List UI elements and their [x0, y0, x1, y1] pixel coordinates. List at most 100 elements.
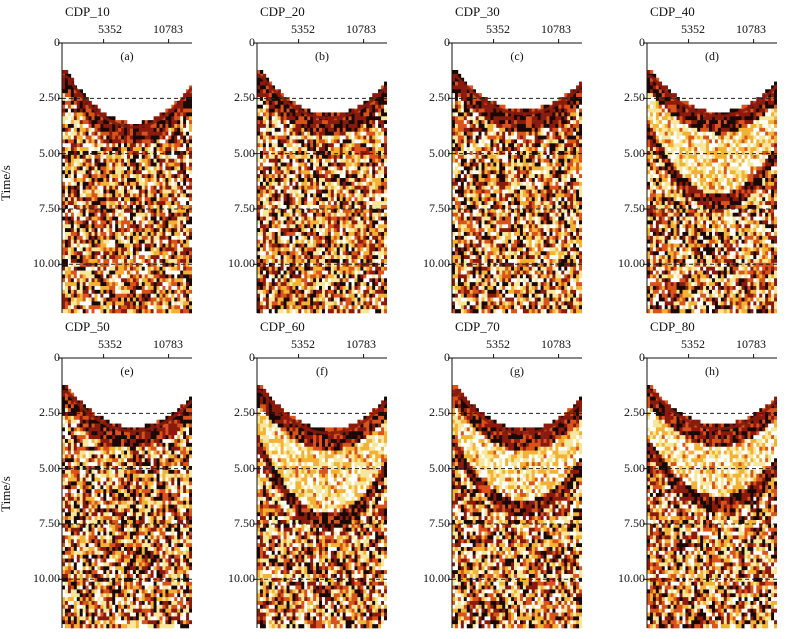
y-tick-label: 2.50 — [429, 405, 450, 420]
y-tick-label: 10.00 — [228, 571, 255, 586]
seismic-noise-layer — [62, 70, 192, 314]
panel-label: (a) — [120, 49, 133, 63]
seismic-noise-layer — [452, 385, 582, 629]
y-tick-label: 5.00 — [234, 460, 255, 475]
y-tick-label: 0 — [54, 350, 60, 364]
y-tick-label: 2.50 — [234, 405, 255, 420]
seismic-noise-layer — [647, 385, 777, 629]
x-tick-label: 5352 — [98, 22, 122, 36]
x-tick-label: 10783 — [541, 22, 571, 36]
first-arrival-event — [452, 389, 582, 435]
y-tick-label: 5.00 — [39, 460, 60, 475]
y-tick-label: 7.50 — [624, 515, 645, 530]
panel-title: CDP_80 — [650, 319, 695, 334]
x-tick-label: 5352 — [291, 337, 315, 351]
seismic-noise-layer — [257, 385, 387, 629]
seismic-gather-plot: (c) — [448, 39, 582, 314]
y-tick-label: 7.50 — [429, 200, 450, 215]
x-tick-label: 5352 — [681, 22, 705, 36]
panel-title: CDP_70 — [455, 319, 500, 334]
panel-h: (h) CDP_80 5352 10783 0 2.50 5.00 7.50 10.00 — [590, 319, 777, 629]
y-tick-label: 10.00 — [228, 256, 255, 271]
y-tick-label: 0 — [639, 350, 645, 364]
panel-c: (c) CDP_30 5352 10783 0 2.50 5.00 7.50 10.00 — [395, 4, 582, 314]
y-tick-label: 2.50 — [39, 405, 60, 420]
y-tick-label: 7.50 — [234, 515, 255, 530]
panel-label: (h) — [705, 364, 719, 378]
panel-label: (c) — [510, 49, 523, 63]
panel-label: (f) — [316, 364, 328, 378]
x-tick-label: 10783 — [346, 337, 376, 351]
seismic-noise-layer — [647, 70, 777, 314]
seismic-gather-plot: (b) — [253, 39, 387, 314]
y-tick-label: 5.00 — [39, 145, 60, 160]
y-tick-label: 2.50 — [234, 90, 255, 105]
y-tick-label: 0 — [249, 350, 255, 364]
y-tick-label: 5.00 — [624, 460, 645, 475]
first-arrival-event — [62, 389, 192, 433]
y-tick-label: 10.00 — [33, 256, 60, 271]
x-tick-label: 10783 — [153, 22, 183, 36]
panel-label: (g) — [510, 364, 524, 378]
seismic-gather-plot: (e) — [58, 354, 192, 629]
seismic-gather-plot: (h) — [643, 354, 777, 629]
y-tick-label: 5.00 — [624, 145, 645, 160]
y-tick-label: 7.50 — [39, 200, 60, 215]
panel-a: (a) CDP_10 5352 10783 0 2.50 5.00 7.50 10.00 — [5, 4, 192, 314]
y-tick-label: 10.00 — [423, 256, 450, 271]
y-tick-label: 10.00 — [33, 571, 60, 586]
seismic-gather-plot: (d) — [643, 39, 777, 314]
panel-label: (b) — [315, 49, 329, 63]
y-tick-label: 5.00 — [429, 145, 450, 160]
x-tick-label: 10783 — [153, 337, 183, 351]
y-tick-label: 2.50 — [624, 90, 645, 105]
y-tick-label: 10.00 — [618, 571, 645, 586]
seismic-gather-plot: (a) — [58, 39, 192, 314]
x-tick-label: 10783 — [346, 22, 376, 36]
y-tick-label: 5.00 — [429, 460, 450, 475]
first-arrival-event — [647, 74, 777, 118]
panel-label: (e) — [120, 364, 133, 378]
x-tick-label: 10783 — [736, 337, 766, 351]
y-tick-label: 7.50 — [429, 515, 450, 530]
first-arrival-event — [257, 74, 387, 120]
y-tick-label: 2.50 — [624, 405, 645, 420]
y-tick-label: 0 — [639, 35, 645, 49]
x-tick-label: 10783 — [736, 22, 766, 36]
y-tick-label: 0 — [444, 35, 450, 49]
x-tick-label: 5352 — [291, 22, 315, 36]
y-tick-label: 0 — [54, 35, 60, 49]
seismic-noise-layer — [257, 70, 387, 314]
y-tick-label: 2.50 — [429, 90, 450, 105]
panel-f: (f) CDP_60 5352 10783 0 2.50 5.00 7.50 10.00 — [200, 319, 387, 629]
panel-g: (g) CDP_70 5352 10783 0 2.50 5.00 7.50 10.00 — [395, 319, 582, 629]
y-tick-label: 7.50 — [624, 200, 645, 215]
panel-title: CDP_10 — [65, 4, 110, 19]
y-tick-label: 2.50 — [39, 90, 60, 105]
y-tick-label: 10.00 — [618, 256, 645, 271]
seismic-gather-plot: (g) — [448, 354, 582, 629]
panel-title: CDP_40 — [650, 4, 695, 19]
first-arrival-event — [647, 389, 777, 431]
panel-title: CDP_50 — [65, 319, 110, 334]
x-tick-label: 5352 — [98, 337, 122, 351]
first-arrival-event — [257, 389, 387, 435]
seismic-noise-layer — [62, 385, 192, 629]
x-tick-label: 5352 — [681, 337, 705, 351]
panel-b: (b) CDP_20 5352 10783 0 2.50 5.00 7.50 10.00 — [200, 4, 387, 314]
panel-label: (d) — [705, 49, 719, 63]
panel-title: CDP_20 — [260, 4, 305, 19]
x-tick-label: 5352 — [486, 337, 510, 351]
panel-d: (d) CDP_40 5352 10783 0 2.50 5.00 7.50 10.00 — [590, 4, 777, 314]
x-tick-label: 10783 — [541, 337, 571, 351]
seismic-gather-plot: (f) — [253, 354, 387, 629]
y-tick-label: 7.50 — [234, 200, 255, 215]
panel-title: CDP_30 — [455, 4, 500, 19]
panel-e: (e) CDP_50 5352 10783 0 2.50 5.00 7.50 10.00 — [5, 319, 192, 629]
y-tick-label: 10.00 — [423, 571, 450, 586]
x-tick-label: 5352 — [486, 22, 510, 36]
panel-title: CDP_60 — [260, 319, 305, 334]
y-tick-label: 7.50 — [39, 515, 60, 530]
seismic-noise-layer — [452, 70, 582, 314]
